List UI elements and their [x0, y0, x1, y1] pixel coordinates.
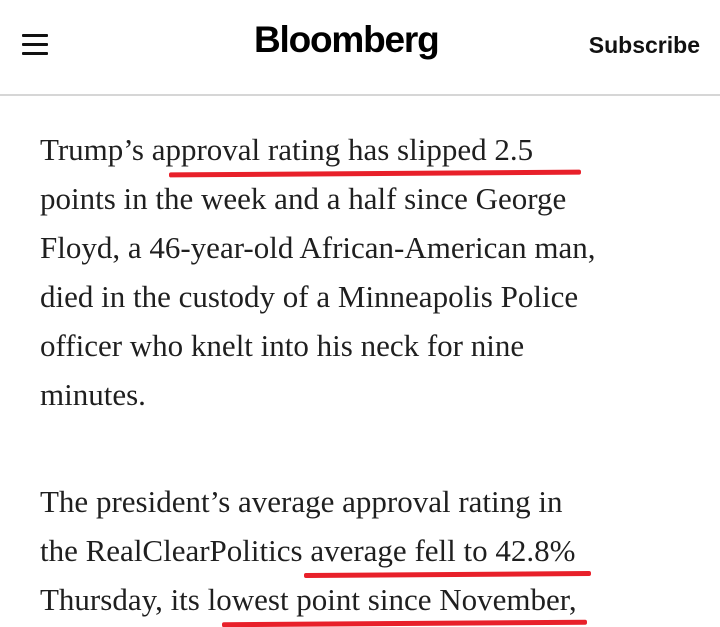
- brand-logo[interactable]: Bloomberg: [254, 19, 440, 60]
- subscribe-button[interactable]: Subscribe: [588, 32, 700, 58]
- highlighted-text: average fell to 42.8%: [310, 526, 575, 575]
- text-line: Floyd, a 46-year-old African-American ma…: [40, 230, 596, 265]
- hamburger-menu-icon[interactable]: [22, 33, 48, 55]
- text-line: The president’s average approval rating …: [40, 484, 563, 519]
- article-body: Trump’s approval rating has slipped 2.5 …: [40, 125, 710, 624]
- highlighted-text: west point since November,: [232, 575, 577, 624]
- text-line: died in the custody of a Minneapolis Pol…: [40, 279, 579, 314]
- text-line: Trump’s approval rating has slipped 2.5: [40, 125, 710, 174]
- article-paragraph: Trump’s approval rating has slipped 2.5 …: [40, 125, 710, 419]
- text-segment: the RealClearPolitics: [40, 533, 311, 568]
- text-line: the RealClearPolitics average fell to 42…: [40, 526, 710, 575]
- top-bar: Bloomberg Subscribe: [0, 0, 720, 96]
- text-line: points in the week and a half since Geor…: [40, 181, 567, 216]
- text-line: officer who knelt into his neck for nine: [40, 328, 525, 363]
- text-line: Thursday, its lowest point since Novembe…: [40, 575, 710, 624]
- text-segment: Trump’s ap: [40, 132, 181, 167]
- text-segment: Thursday, its lo: [40, 582, 232, 617]
- highlighted-text: proval rating has slipped 2.5: [181, 125, 533, 174]
- article-paragraph: The president’s average approval rating …: [40, 477, 710, 624]
- text-line: minutes.: [40, 377, 146, 412]
